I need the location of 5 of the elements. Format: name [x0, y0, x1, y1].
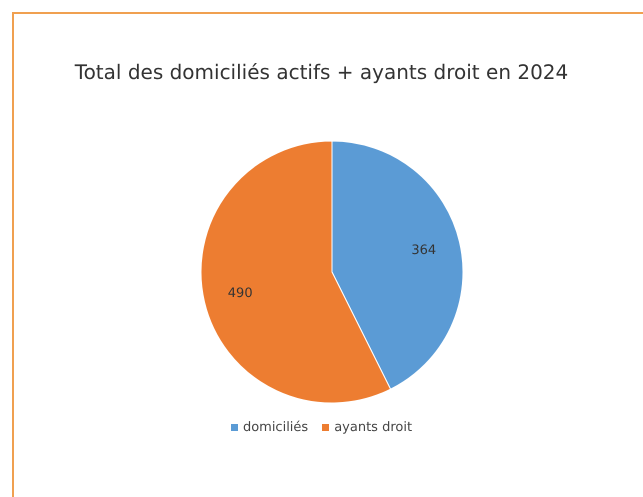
legend-label: domiciliés	[242, 420, 308, 435]
data-label: 490	[228, 286, 253, 302]
data-label: 364	[411, 242, 436, 258]
chart-title: Total des domiciliés actifs + ayants droit en 2024	[74, 60, 570, 84]
legend-label: ayants droit	[333, 420, 412, 435]
